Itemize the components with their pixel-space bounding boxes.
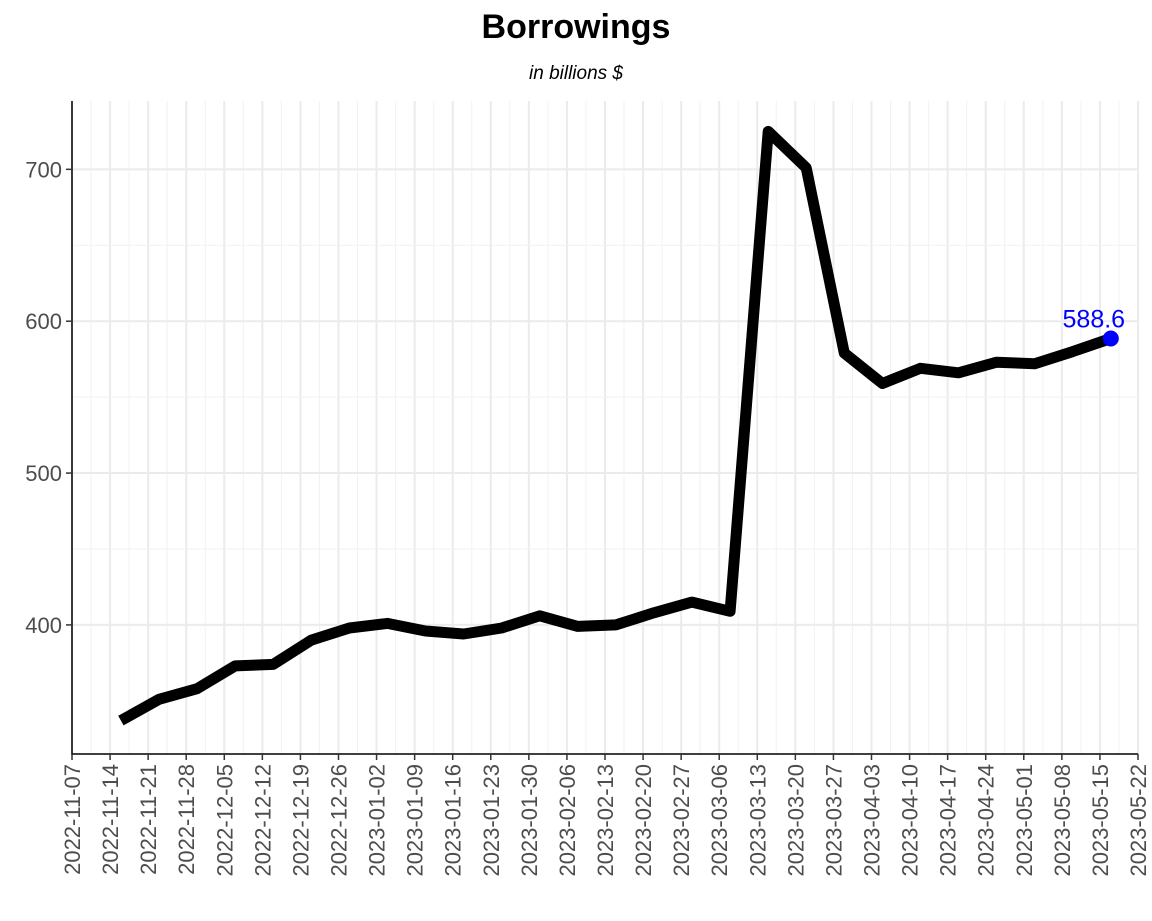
x-tick-label: 2023-02-27 — [669, 764, 694, 877]
x-tick-label: 2022-12-12 — [250, 764, 275, 877]
x-tick-label: 2023-01-16 — [441, 764, 466, 877]
x-tick-label: 2023-04-10 — [898, 764, 923, 877]
x-tick-label: 2023-02-20 — [631, 764, 656, 877]
y-tick-label: 600 — [25, 309, 62, 334]
x-tick-label: 2022-12-05 — [212, 764, 237, 877]
x-tick-label: 2022-11-28 — [174, 764, 199, 875]
series-line — [118, 125, 1113, 726]
x-tick-label: 2023-03-06 — [707, 764, 732, 877]
x-tick-label: 2023-03-13 — [745, 764, 770, 877]
x-tick-label: 2022-11-07 — [60, 764, 85, 875]
x-axis-ticks: 2022-11-07 2022-11-14 2022-11-21 2022-11-28… — [60, 754, 1151, 877]
x-tick-label: 2023-05-22 — [1126, 764, 1151, 877]
x-tick-label: 2023-02-06 — [555, 764, 580, 877]
y-axis-ticks: 400 500 600 700 — [25, 157, 72, 638]
x-tick-label: 2023-01-09 — [403, 764, 428, 877]
x-tick-label: 2023-04-24 — [974, 764, 999, 877]
x-tick-label: 2023-01-23 — [479, 764, 504, 877]
last-point-label: 588.6 — [1063, 306, 1126, 334]
last-point-marker — [1102, 330, 1119, 347]
x-tick-label: 2022-11-21 — [136, 764, 161, 875]
x-tick-label: 2022-11-14 — [98, 764, 123, 875]
x-tick-label: 2022-12-19 — [288, 764, 313, 877]
y-tick-label: 500 — [25, 461, 62, 486]
x-tick-label: 2023-05-15 — [1088, 764, 1113, 877]
y-tick-label: 700 — [25, 157, 62, 182]
x-tick-label: 2023-04-03 — [860, 764, 885, 877]
x-tick-label: 2023-05-01 — [1012, 764, 1037, 877]
highlight-layer: 588.6 — [1063, 306, 1126, 347]
x-tick-label: 2022-12-26 — [327, 764, 352, 877]
chart-subtitle: in billions $ — [529, 63, 623, 84]
series-layer — [118, 125, 1113, 726]
x-tick-label: 2023-03-20 — [783, 764, 808, 877]
x-tick-label: 2023-04-17 — [936, 764, 961, 877]
chart-title: Borrowings — [481, 8, 671, 46]
x-tick-label: 2023-01-02 — [365, 764, 390, 877]
x-tick-label: 2023-02-13 — [593, 764, 618, 877]
y-gridlines — [72, 168, 1138, 626]
x-gridlines — [71, 101, 1139, 754]
x-tick-label: 2023-01-30 — [517, 764, 542, 877]
y-tick-label: 400 — [25, 613, 62, 638]
x-tick-label: 2023-03-27 — [821, 764, 846, 877]
x-tick-label: 2023-05-08 — [1050, 764, 1075, 877]
